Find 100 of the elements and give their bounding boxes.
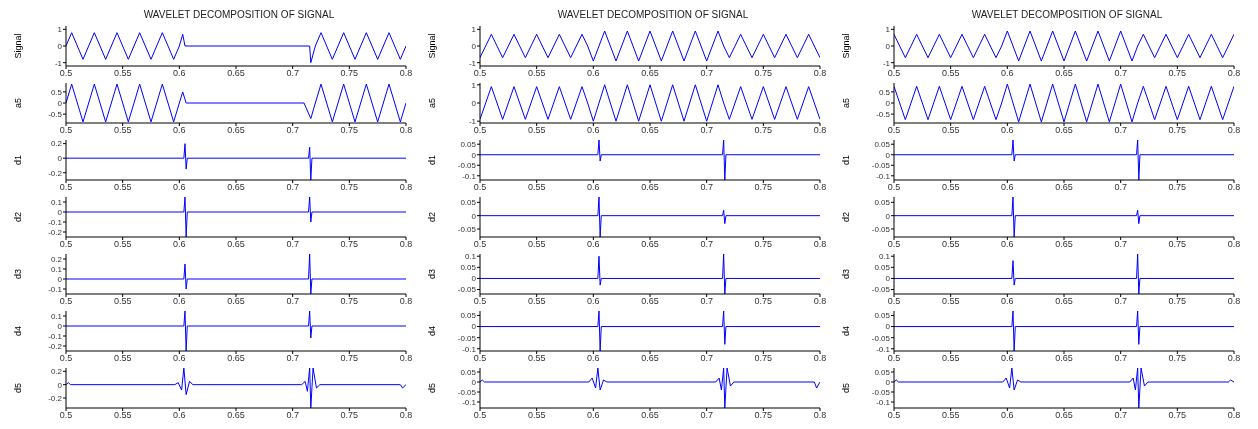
x-tick-label: 0.75: [1168, 410, 1187, 421]
x-tick-label: 0.75: [1168, 68, 1187, 79]
x-tick-label: 0.75: [340, 296, 359, 307]
y-axis-title: d5: [13, 382, 24, 394]
x-tick-label: 0.7: [1114, 410, 1127, 421]
y-tick-label: -0.2: [48, 227, 63, 237]
y-tick-label: 0: [885, 150, 891, 160]
y-tick-label: 0: [57, 41, 63, 51]
x-tick-label: 0.75: [340, 125, 359, 136]
y-axis-title: d4: [427, 325, 438, 337]
x-tick-label: 0.75: [340, 68, 359, 79]
x-tick-label: 0.6: [173, 296, 186, 307]
chart-title: WAVELET DECOMPOSITION OF SIGNAL: [556, 8, 750, 21]
y-axis-title: d2: [427, 211, 438, 223]
x-tick-label: 0.8: [1227, 125, 1241, 136]
x-tick-label: 0.75: [1168, 125, 1187, 136]
x-tick-label: 0.8: [813, 182, 827, 193]
x-tick-label: 0.8: [399, 125, 413, 136]
x-tick-label: 0.7: [286, 296, 299, 307]
x-tick-label: 0.6: [587, 410, 600, 421]
y-axis-title: d1: [427, 154, 438, 166]
y-tick-label: -0.05: [871, 333, 891, 343]
x-tick-label: 0.7: [700, 239, 713, 250]
x-tick-label: 0.8: [813, 239, 827, 250]
x-tick-label: 0.8: [1227, 68, 1241, 79]
y-tick-label: -0.5: [48, 109, 63, 119]
x-tick-label: 0.6: [1001, 296, 1014, 307]
x-tick-label: 0.75: [340, 353, 359, 364]
y-tick-label: 0: [885, 98, 891, 108]
y-axis-title: d5: [841, 382, 852, 394]
y-tick-label: 0: [57, 207, 63, 217]
x-tick-label: 0.75: [754, 68, 773, 79]
x-tick-label: 0.7: [286, 239, 299, 250]
x-tick-label: 0.75: [1168, 296, 1187, 307]
y-tick-label: 0.05: [874, 263, 891, 273]
x-tick-label: 0.75: [754, 353, 773, 364]
x-tick-label: 0.8: [399, 296, 413, 307]
x-tick-label: 0.75: [1168, 353, 1187, 364]
y-tick-label: -0.05: [871, 285, 891, 295]
x-tick-label: 0.55: [941, 182, 960, 193]
y-tick-label: 0.05: [874, 140, 891, 150]
y-tick-label: 0: [885, 41, 891, 51]
chart-title: WAVELET DECOMPOSITION OF SIGNAL: [970, 8, 1164, 21]
x-tick-label: 0.55: [941, 353, 960, 364]
x-tick-label: 0.75: [340, 410, 359, 421]
y-tick-label: -0.05: [457, 285, 477, 295]
x-tick-label: 0.7: [286, 68, 299, 79]
y-tick-label: 0: [57, 321, 63, 331]
y-tick-label: -0.05: [457, 224, 477, 234]
y-tick-label: -0.1: [876, 397, 891, 407]
y-tick-label: -1: [468, 58, 477, 68]
x-tick-label: 0.55: [113, 296, 132, 307]
line-series: [66, 83, 406, 123]
x-tick-label: 0.75: [754, 125, 773, 136]
x-tick-label: 0.6: [173, 182, 186, 193]
x-tick-label: 0.8: [1227, 410, 1241, 421]
x-tick-label: 0.65: [641, 296, 659, 307]
x-tick-label: 0.65: [1055, 239, 1073, 250]
x-tick-label: 0.8: [813, 68, 827, 79]
x-tick-label: 0.6: [173, 68, 186, 79]
x-tick-label: 0.55: [527, 239, 546, 250]
y-tick-label: 0: [471, 274, 477, 284]
y-tick-label: 0: [885, 211, 891, 221]
y-axis-title: Signal: [427, 33, 438, 59]
x-tick-label: 0.7: [1114, 68, 1127, 79]
y-tick-label: -0.2: [48, 168, 63, 178]
y-tick-label: 0.1: [464, 252, 477, 262]
line-series: [480, 30, 820, 62]
y-axis-title: d4: [841, 325, 852, 337]
x-tick-label: 0.65: [227, 296, 245, 307]
y-tick-label: -0.1: [48, 331, 63, 341]
x-tick-label: 0.7: [286, 182, 299, 193]
x-tick-label: 0.55: [527, 125, 546, 136]
x-tick-label: 0.6: [587, 182, 600, 193]
x-tick-label: 0.7: [1114, 353, 1127, 364]
x-tick-label: 0.65: [1055, 410, 1073, 421]
x-tick-label: 0.6: [173, 410, 186, 421]
y-tick-label: 0.05: [460, 311, 477, 321]
line-series: [480, 311, 820, 351]
x-tick-label: 0.7: [286, 353, 299, 364]
x-tick-label: 0.6: [587, 296, 600, 307]
x-tick-label: 0.8: [1227, 239, 1241, 250]
x-tick-label: 0.6: [1001, 410, 1014, 421]
line-series: [894, 30, 1234, 62]
line-series: [894, 311, 1234, 351]
x-tick-label: 0.75: [754, 239, 773, 250]
line-series: [480, 197, 820, 237]
x-tick-label: 0.65: [1055, 68, 1073, 79]
x-tick-label: 0.65: [227, 68, 245, 79]
x-tick-label: 0.65: [227, 182, 245, 193]
y-tick-label: -1: [468, 117, 477, 127]
y-tick-label: -0.5: [876, 109, 891, 119]
x-tick-label: 0.6: [173, 239, 186, 250]
y-tick-label: -0.1: [876, 344, 891, 354]
x-tick-label: 0.8: [813, 125, 827, 136]
y-tick-label: 0: [471, 211, 477, 221]
chart-title: WAVELET DECOMPOSITION OF SIGNAL: [142, 8, 336, 21]
line-series: [480, 140, 820, 180]
x-tick-label: 0.6: [1001, 125, 1014, 136]
x-tick-label: 0.55: [941, 239, 960, 250]
